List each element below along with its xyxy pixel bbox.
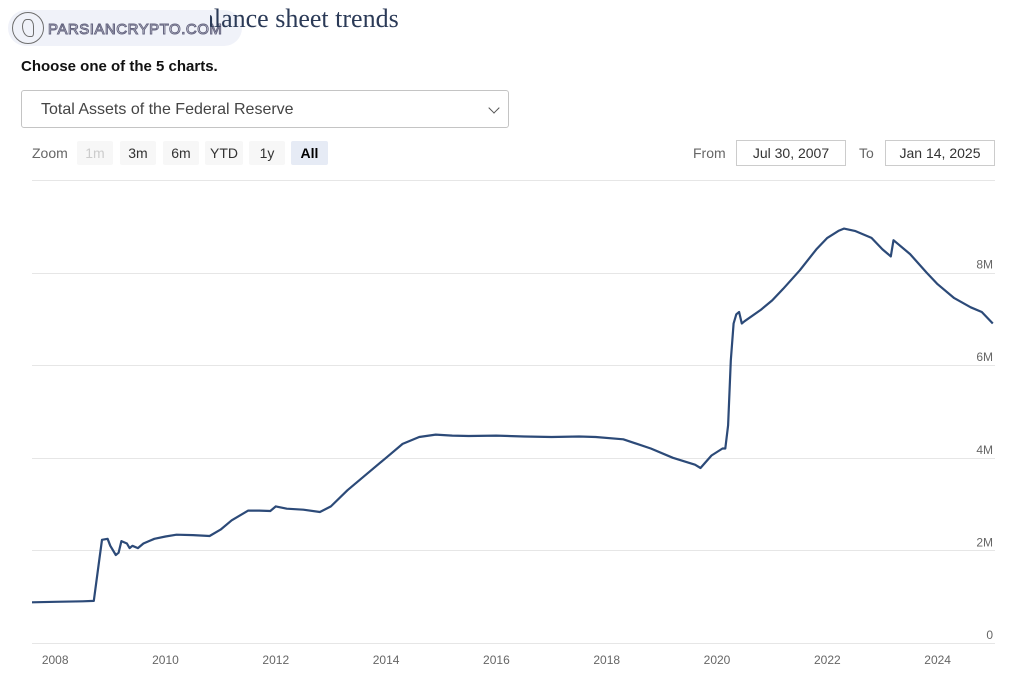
series-line-total-assets <box>31 227 994 604</box>
y-tick-label: 0 <box>986 628 993 642</box>
y-tick-label: 2M <box>976 535 993 549</box>
range-from-input[interactable]: Jul 30, 2007 <box>736 140 846 166</box>
x-tick-label: 2008 <box>42 653 69 667</box>
y-tick-label: 4M <box>976 443 993 457</box>
y-tick-label: 6M <box>976 350 993 364</box>
x-tick-label: 2020 <box>704 653 731 667</box>
zoom-button-6m[interactable]: 6m <box>163 141 199 165</box>
y-axis-labels: 0 2M 4M 6M 8M <box>976 258 993 642</box>
header: PARSIANCRYPTO.COM <box>8 4 368 48</box>
page-title: Balance sheet trends <box>185 4 399 33</box>
chart-choice-prompt: Choose one of the 5 charts. <box>21 58 218 75</box>
x-tick-label: 2012 <box>262 653 289 667</box>
range-to-input[interactable]: Jan 14, 2025 <box>885 140 995 166</box>
range-from-label: From <box>693 145 726 161</box>
zoom-label: Zoom <box>32 145 68 161</box>
watermark-text: PARSIANCRYPTO.COM <box>47 21 223 39</box>
y-tick-label: 8M <box>976 258 993 272</box>
chart-select-dropdown[interactable]: Total Assets of the Federal Reserve <box>21 90 509 128</box>
zoom-button-all[interactable]: All <box>291 141 328 165</box>
chart-grid <box>32 180 995 644</box>
zoom-button-1m[interactable]: 1m <box>77 141 113 165</box>
zoom-button-3m[interactable]: 3m <box>120 141 156 165</box>
x-tick-label: 2022 <box>814 653 841 667</box>
chart-select-value: Total Assets of the Federal Reserve <box>41 101 294 118</box>
zoom-button-1y[interactable]: 1y <box>249 141 285 165</box>
x-tick-label: 2014 <box>373 653 400 667</box>
watermark: PARSIANCRYPTO.COM <box>8 10 242 46</box>
x-tick-label: 2024 <box>924 653 951 667</box>
range-to-label: To <box>859 145 874 161</box>
x-tick-label: 2018 <box>593 653 620 667</box>
x-tick-label: 2016 <box>483 653 510 667</box>
zoom-button-ytd[interactable]: YTD <box>205 141 243 165</box>
x-axis-labels: 2008 2010 2012 2014 2016 2018 2020 2022 2024 <box>42 653 951 667</box>
watermark-logo-icon <box>12 12 44 44</box>
x-tick-label: 2010 <box>152 653 179 667</box>
